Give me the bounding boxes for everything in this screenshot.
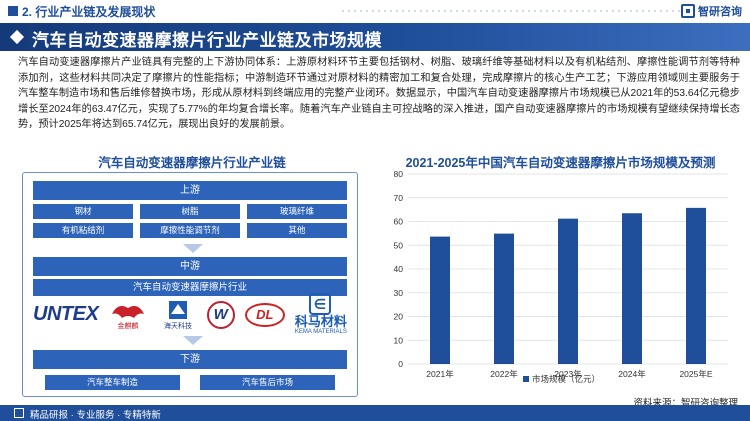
y-tick-label: 40 [394, 264, 404, 274]
downstream-item-aftermarket: 汽车售后市场 [200, 375, 335, 390]
kema-emblem-icon: ∈ [308, 293, 331, 315]
bar [622, 213, 642, 364]
footer-icon [14, 408, 24, 418]
dotted-decoration [340, 9, 680, 13]
footer-slogan: 精品研报 · 专业服务 · 专精特新 [30, 410, 161, 421]
upstream-item-steel: 钢材 [33, 204, 133, 219]
kema-cn-text: 科马材料 [294, 314, 347, 329]
arrow-down-icon [183, 336, 203, 345]
haitian-emblem-icon: 海天科技 [164, 300, 192, 330]
title-banner: 汽车自动变速器摩擦片行业产业链及市场规模 [0, 23, 750, 51]
company-logos: UNTEX 金麒麟 海天科技 W DL ∈ 科马材料 KEMA MATERIAL… [33, 293, 347, 335]
market-size-bar-chart: 0 10 20 30 40 50 60 70 80 2021年 2022年 2023年 2024年 202… [394, 169, 728, 384]
x-tick-label: 2022年 [490, 369, 518, 379]
bar [686, 207, 706, 364]
bar [430, 236, 450, 364]
x-tick-label: 2025年E [679, 369, 712, 379]
section-label: 2. 行业产业链及发展现状 [22, 5, 156, 19]
footer-bar: 精品研报 · 专业服务 · 专精特新 [0, 405, 750, 421]
y-tick-label: 70 [394, 193, 404, 203]
industry-chain-diagram: 上游 钢材 树脂 玻璃纤维 有机粘结剂 摩擦性能调节剂 其他 中游 汽车自动变速… [22, 172, 358, 397]
summary-paragraph: 汽车自动变速器摩擦片产业链具有完整的上下游协同体系：上游原材料环节主要包括钢材、… [18, 57, 740, 131]
upstream-item-other: 其他 [247, 223, 347, 238]
chain-title: 汽车自动变速器摩擦片行业产业链 [98, 156, 286, 170]
untex-logo: UNTEX [33, 303, 99, 325]
diamond-icon [9, 29, 25, 45]
bar [494, 233, 514, 364]
downstream-header: 下游 [33, 350, 347, 369]
y-tick-label: 10 [394, 335, 404, 345]
upstream-item-friction-modifier: 摩擦性能调节剂 [140, 223, 240, 238]
y-tick-label: 80 [394, 169, 404, 179]
x-tick-label: 2023年 [554, 369, 582, 379]
kema-logo: ∈ 科马材料 KEMA MATERIALS [295, 293, 347, 336]
downstream-item-vehicle-manufacturing: 汽车整车制造 [45, 375, 180, 390]
arrow-down-icon [183, 244, 203, 253]
upstream-header: 上游 [33, 181, 347, 200]
chart-title: 2021-2025年中国汽车自动变速器摩擦片市场规模及预测 [405, 156, 716, 170]
kema-en-text: KEMA MATERIALS [294, 329, 347, 335]
legend-label: 市场规模（亿元） [532, 374, 600, 384]
y-tick-label: 30 [394, 288, 404, 298]
brand-logo-text: 智研咨询 [698, 6, 742, 18]
dl-logo: DL [244, 302, 285, 327]
midstream-industry: 汽车自动变速器摩擦片行业 [33, 279, 347, 296]
x-tick-label: 2024年 [618, 369, 646, 379]
upstream-item-glass-fiber: 玻璃纤维 [247, 204, 347, 219]
y-tick-label: 0 [398, 359, 403, 369]
upstream-item-resin: 树脂 [140, 204, 240, 219]
x-tick-label: 2021年 [426, 369, 454, 379]
section-square-icon [8, 6, 18, 16]
legend-swatch [523, 376, 529, 382]
midstream-header: 中游 [33, 257, 347, 276]
haitian-text: 海天科技 [164, 321, 192, 330]
golden-dragon-emblem-icon: 金麒麟 [112, 305, 145, 330]
y-tick-label: 20 [394, 312, 404, 322]
haitian-logo: 海天科技 [159, 300, 197, 330]
top-bar: 2. 行业产业链及发展现状 智研咨询 [0, 0, 750, 22]
y-tick-label: 50 [394, 240, 404, 250]
y-tick-label: 60 [394, 217, 404, 227]
bar [558, 218, 578, 364]
brand-logo: 智研咨询 [681, 3, 742, 19]
golden-dragon-text: 金麒麟 [118, 321, 139, 330]
brand-logo-icon [681, 4, 695, 18]
upstream-item-binder: 有机粘结剂 [33, 223, 133, 238]
page-title: 汽车自动变速器摩擦片行业产业链及市场规模 [32, 31, 382, 50]
golden-dragon-logo: 金麒麟 [108, 300, 148, 330]
source-note: 资料来源：智研咨询整理 [633, 398, 738, 409]
w-logo: W [206, 300, 235, 329]
